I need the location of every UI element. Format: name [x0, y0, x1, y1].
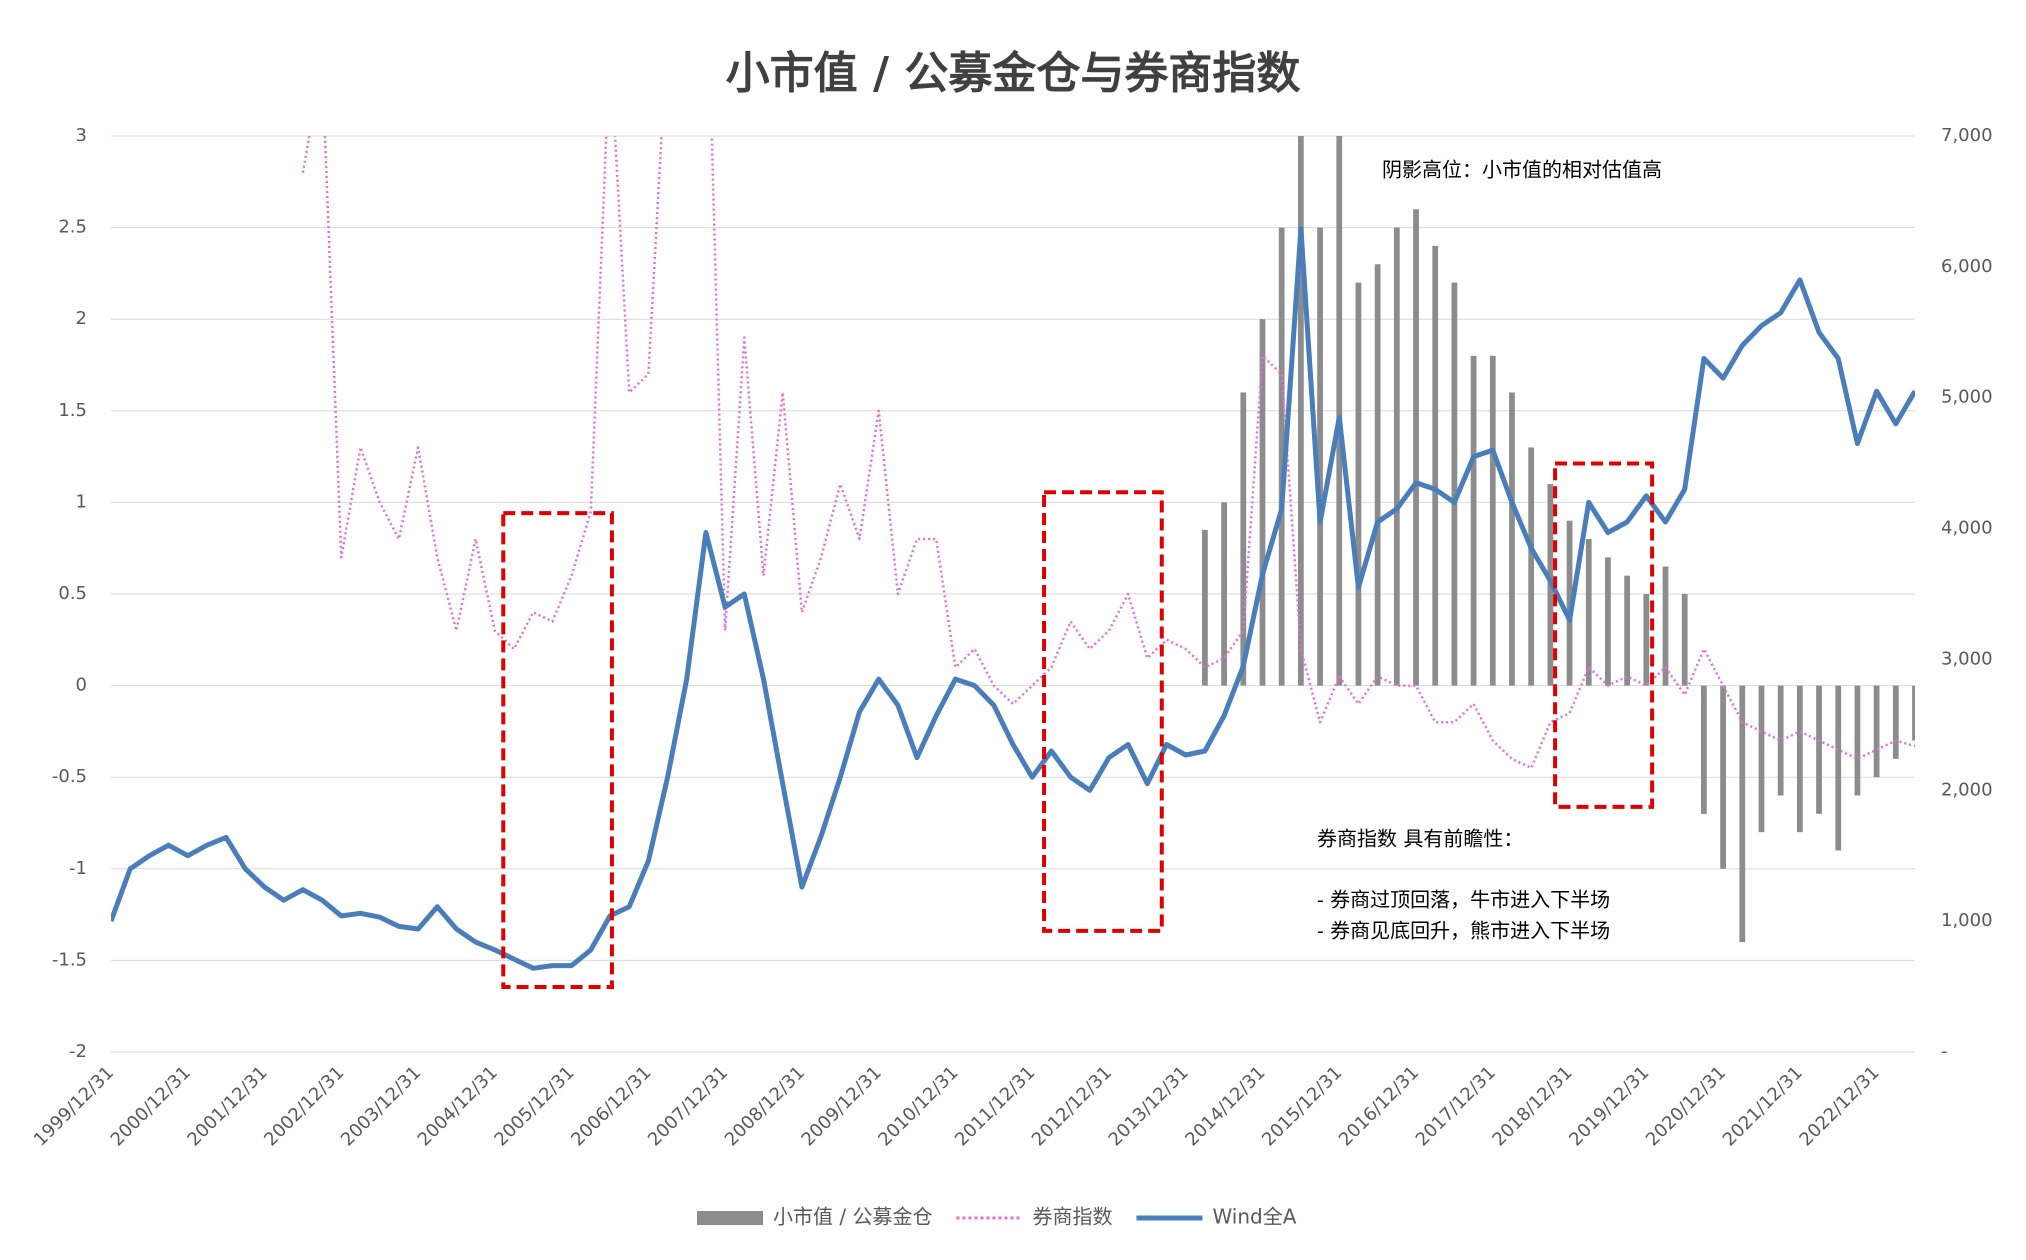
- highlight-box: [1042, 490, 1164, 933]
- bar: [1854, 685, 1861, 796]
- x-tick-label: 2002/12/31: [260, 1062, 348, 1150]
- y2-tick-label: -: [1941, 1041, 1948, 1062]
- y-tick-label: -0.5: [52, 766, 87, 787]
- x-tick-label: 2014/12/31: [1181, 1062, 1269, 1150]
- y-tick-label: -1.5: [52, 949, 87, 970]
- x-tick-label: 2017/12/31: [1412, 1062, 1500, 1150]
- legend-swatch: [697, 1211, 763, 1225]
- bar: [1816, 685, 1822, 814]
- x-tick-label: 2016/12/31: [1335, 1062, 1423, 1150]
- x-tick-label: 2013/12/31: [1105, 1062, 1193, 1150]
- y-tick-label: -1: [69, 858, 87, 879]
- bar: [1758, 685, 1765, 833]
- bar: [1681, 594, 1688, 686]
- y-tick-label: 3: [76, 125, 87, 146]
- bar: [1873, 685, 1880, 778]
- bar: [1643, 594, 1650, 686]
- highlight-box: [1553, 461, 1655, 809]
- x-tick-label: 2005/12/31: [490, 1062, 578, 1150]
- bar: [1892, 685, 1899, 759]
- y2-tick-label: 1,000: [1941, 910, 1993, 931]
- bar: [1662, 566, 1669, 686]
- highlight-box: [501, 511, 614, 990]
- y-tick-label: 1: [76, 491, 87, 512]
- legend-label: Wind全A: [1212, 1205, 1296, 1229]
- x-tick-label: 2018/12/31: [1488, 1062, 1576, 1150]
- legend-label: 券商指数: [1032, 1205, 1112, 1229]
- y2-tick-label: 2,000: [1941, 779, 1993, 800]
- y-tick-label: 1.5: [58, 400, 87, 421]
- bar: [1720, 685, 1726, 869]
- x-tick-label: 1999/12/31: [30, 1062, 118, 1150]
- plot-area: [111, 136, 1915, 971]
- x-tick-label: 2011/12/31: [951, 1062, 1039, 1150]
- y-tick-label: 2: [76, 308, 87, 329]
- bar: [1432, 245, 1439, 686]
- x-tick-label: 2006/12/31: [567, 1062, 655, 1150]
- y-tick-label: 0: [76, 675, 87, 696]
- y2-tick-label: 3,000: [1941, 648, 1993, 669]
- bar: [1202, 529, 1208, 686]
- bar: [1624, 575, 1631, 686]
- bar: [1297, 136, 1304, 686]
- y-tick-label: 0.5: [58, 583, 87, 604]
- legend-label: 小市值 / 公募金仓: [773, 1205, 932, 1229]
- bar: [1470, 355, 1477, 686]
- x-tick-label: 2012/12/31: [1028, 1062, 1116, 1150]
- bar: [1796, 685, 1803, 833]
- bar: [1509, 392, 1515, 686]
- series-line: [111, 226, 1915, 971]
- bar: [1355, 282, 1362, 686]
- bar: [1336, 136, 1343, 686]
- bar: [1317, 227, 1323, 686]
- bar: [1489, 355, 1496, 686]
- bar: [1240, 392, 1247, 686]
- bar: [1912, 685, 1915, 741]
- annotation: 券商指数 具有前瞻性：: [1317, 827, 1523, 851]
- bar: [1585, 539, 1592, 686]
- bar: [1701, 685, 1707, 814]
- x-tick-label: 2022/12/31: [1795, 1062, 1883, 1150]
- x-tick-label: 2020/12/31: [1642, 1062, 1730, 1150]
- y2-tick-label: 7,000: [1941, 125, 1993, 146]
- x-tick-label: 2019/12/31: [1565, 1062, 1653, 1150]
- bar: [1221, 502, 1227, 686]
- bar: [1393, 227, 1400, 686]
- y-tick-label: -2: [69, 1041, 87, 1062]
- x-tick-label: 2015/12/31: [1258, 1062, 1346, 1150]
- x-tick-label: 2010/12/31: [874, 1062, 962, 1150]
- y2-tick-label: 6,000: [1941, 256, 1993, 277]
- x-tick-label: 2001/12/31: [183, 1062, 271, 1150]
- y2-tick-label: 5,000: [1941, 387, 1993, 408]
- bar: [1835, 685, 1842, 851]
- y-tick-label: 2.5: [58, 217, 87, 238]
- x-tick-label: 2009/12/31: [798, 1062, 886, 1150]
- x-tick-label: 2003/12/31: [337, 1062, 425, 1150]
- bar: [1259, 319, 1266, 686]
- bar: [1278, 227, 1285, 686]
- bar: [1451, 282, 1458, 686]
- bar: [1528, 447, 1535, 686]
- annotation: - 券商见底回升，熊市进入下半场: [1317, 919, 1610, 943]
- x-tick-label: 2008/12/31: [721, 1062, 809, 1150]
- annotation: 阴影高位：小市值的相对估值高: [1382, 158, 1662, 182]
- bar: [1374, 264, 1381, 686]
- x-tick-label: 2021/12/31: [1719, 1062, 1807, 1150]
- bar: [1777, 685, 1784, 796]
- series-line: [301, 136, 1915, 770]
- bar: [1739, 685, 1746, 943]
- x-tick-label: 2004/12/31: [414, 1062, 502, 1150]
- x-tick-label: 2007/12/31: [644, 1062, 732, 1150]
- y2-tick-label: 4,000: [1941, 518, 1993, 539]
- annotation: - 券商过顶回落，牛市进入下半场: [1317, 888, 1610, 912]
- bar: [1413, 209, 1419, 686]
- bar: [1566, 520, 1573, 686]
- chart-title: 小市值 / 公募金仓与券商指数: [726, 48, 1301, 99]
- bar: [1605, 557, 1611, 686]
- x-tick-label: 2000/12/31: [107, 1062, 195, 1150]
